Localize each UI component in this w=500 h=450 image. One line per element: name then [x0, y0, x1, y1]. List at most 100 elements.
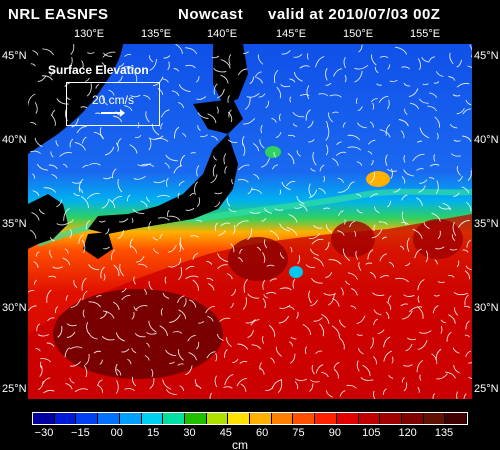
- warm-ring-north: [366, 171, 390, 187]
- current-vector-icon: [169, 314, 181, 323]
- current-vector-icon: [239, 248, 243, 254]
- current-vector-icon: [306, 53, 309, 60]
- current-vector-icon: [281, 181, 291, 191]
- current-vector-icon: [335, 151, 347, 156]
- current-vector-icon: [70, 361, 82, 367]
- current-vector-icon: [239, 361, 248, 364]
- current-vector-icon: [456, 165, 461, 176]
- current-vector-icon: [180, 154, 186, 167]
- current-vector-icon: [49, 249, 53, 259]
- current-vector-icon: [131, 348, 137, 354]
- current-vector-icon: [416, 140, 423, 143]
- colorbar-segment: [315, 413, 337, 424]
- lat-label-35-left: 35°N: [2, 218, 27, 230]
- colorbar-tick-label: 135: [434, 427, 454, 439]
- current-vector-icon: [38, 208, 45, 215]
- current-vector-icon: [449, 123, 458, 129]
- current-vector-icon: [247, 228, 252, 241]
- current-vector-icon: [269, 278, 277, 282]
- current-vector-icon: [111, 168, 117, 179]
- current-vector-icon: [325, 126, 330, 141]
- current-vector-icon: [134, 333, 146, 338]
- current-vector-icon: [162, 292, 170, 299]
- colorbar-segment: [271, 413, 294, 424]
- current-vector-icon: [171, 90, 180, 97]
- current-vector-icon: [409, 102, 420, 110]
- current-vector-icon: [450, 153, 461, 157]
- current-vector-icon: [146, 196, 150, 203]
- current-vector-icon: [265, 100, 270, 109]
- current-vector-icon: [196, 165, 200, 177]
- current-vector-icon: [293, 71, 303, 82]
- reference-arrow-icon: [101, 109, 125, 117]
- current-vector-icon: [81, 60, 84, 69]
- current-vector-icon: [189, 235, 199, 238]
- current-vector-icon: [159, 233, 163, 239]
- current-vector-icon: [259, 362, 262, 370]
- current-vector-icon: [331, 157, 339, 167]
- current-vector-icon: [288, 214, 298, 223]
- current-vector-icon: [422, 83, 429, 86]
- warm-core-eddy-east: [331, 221, 375, 257]
- current-vector-icon: [290, 336, 297, 340]
- current-vector-icon: [131, 217, 134, 224]
- colorbar-tick-label: 45: [219, 427, 232, 439]
- current-vector-icon: [416, 168, 424, 171]
- lat-label-25-right: 25°N: [474, 383, 499, 395]
- current-vector-icon: [465, 201, 472, 212]
- current-vector-icon: [249, 76, 255, 85]
- current-vector-icon: [325, 390, 333, 398]
- current-vector-icon: [157, 194, 171, 198]
- current-vector-icon: [271, 164, 279, 170]
- current-vector-icon: [198, 321, 205, 324]
- current-vector-icon: [299, 65, 310, 69]
- current-vector-icon: [121, 287, 127, 293]
- current-vector-icon: [143, 94, 151, 100]
- current-vector-icon: [339, 390, 346, 397]
- current-vector-icon: [356, 315, 366, 324]
- current-vector-icon: [404, 108, 408, 116]
- warm-core-eddy-far-east: [413, 219, 463, 259]
- current-vector-icon: [127, 358, 132, 365]
- current-vector-icon: [209, 392, 212, 399]
- current-vector-icon: [200, 134, 209, 138]
- current-vector-icon: [448, 76, 456, 81]
- current-vector-icon: [85, 77, 90, 82]
- landmass-korea: [28, 194, 68, 249]
- lon-label-140: 140°E: [207, 28, 238, 40]
- current-vector-icon: [217, 253, 229, 263]
- current-vector-icon: [207, 113, 217, 124]
- current-vector-icon: [133, 175, 146, 180]
- current-vector-icon: [32, 190, 40, 197]
- current-vector-icon: [62, 163, 68, 168]
- current-vector-icon: [431, 212, 441, 222]
- current-vector-icon: [151, 368, 154, 378]
- current-vector-icon: [385, 311, 390, 319]
- current-vector-icon: [71, 118, 79, 128]
- current-vector-icon: [152, 248, 160, 254]
- colorbar-segment: [423, 413, 446, 424]
- current-vector-icon: [465, 350, 472, 357]
- current-vector-icon: [95, 83, 100, 89]
- current-vector-icon: [129, 238, 134, 248]
- current-vector-icon: [236, 377, 248, 387]
- current-vector-icon: [261, 335, 265, 344]
- current-vector-icon: [345, 280, 351, 285]
- current-vector-icon: [192, 279, 199, 291]
- current-vector-icon: [185, 365, 193, 376]
- current-vector-icon: [369, 271, 376, 279]
- current-vector-icon: [111, 196, 122, 203]
- current-vector-icon: [228, 208, 237, 213]
- current-vector-icon: [365, 262, 373, 265]
- current-vector-icon: [386, 99, 390, 110]
- current-vector-icon: [216, 106, 219, 114]
- current-vector-icon: [432, 305, 439, 314]
- current-vector-icon: [337, 230, 345, 236]
- current-vector-icon: [354, 230, 357, 237]
- colorbar-units: cm: [232, 438, 248, 450]
- current-vector-icon: [274, 208, 284, 211]
- current-vector-icon: [370, 98, 378, 103]
- current-vector-icon: [270, 357, 275, 364]
- current-vector-icon: [309, 248, 319, 256]
- current-vector-icon: [325, 272, 333, 278]
